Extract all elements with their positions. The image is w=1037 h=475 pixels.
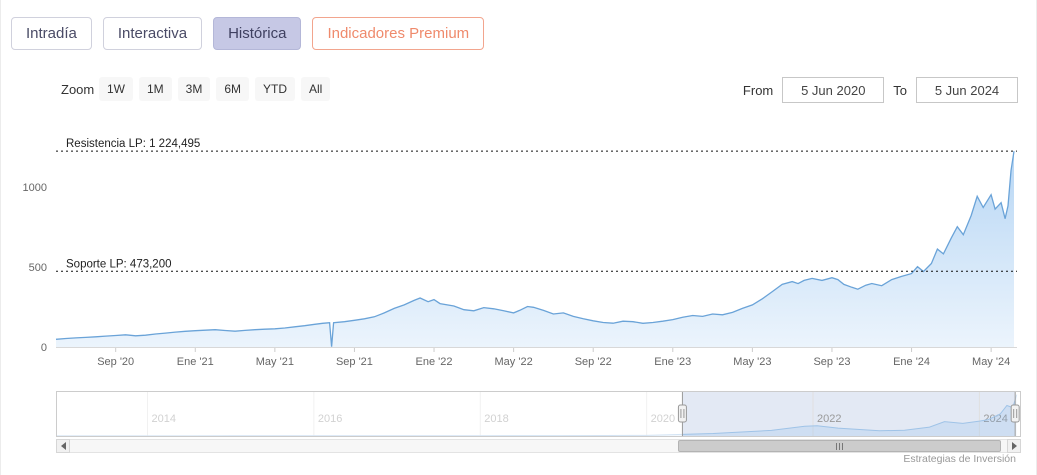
- tab-indicadores-premium[interactable]: Indicadores Premium: [312, 17, 485, 51]
- to-date-input[interactable]: [916, 77, 1018, 103]
- chart-credit-link[interactable]: Estrategias de Inversión: [903, 453, 1016, 465]
- zoom-button-1w[interactable]: 1W: [99, 77, 133, 101]
- price-line: [55, 151, 1015, 347]
- tab-historica[interactable]: Histórica: [213, 17, 302, 51]
- navigator-left-handle[interactable]: [677, 404, 687, 423]
- x-axis-label: May '22: [495, 356, 533, 368]
- y-axis-label: 1000: [23, 182, 47, 194]
- scroll-left-button[interactable]: [56, 439, 70, 453]
- navigator-mini-chart[interactable]: 201420162018202020222024: [1, 391, 1037, 438]
- navigator-year-label: 2024: [983, 413, 1007, 425]
- x-axis-label: May '21: [256, 356, 294, 368]
- x-axis-label: May '23: [733, 356, 771, 368]
- zoom-button-all[interactable]: All: [301, 77, 331, 101]
- left-arrow-icon: [60, 442, 66, 450]
- resistencia-label: Resistencia LP: 1 224,495: [66, 138, 200, 150]
- right-arrow-icon: [1011, 442, 1017, 450]
- price-area: [56, 151, 1014, 347]
- grip-line: [839, 442, 840, 450]
- navigator-mask-left: [56, 392, 683, 436]
- tab-interactiva[interactable]: Interactiva: [102, 17, 203, 51]
- grip-line: [842, 442, 843, 450]
- price-area-chart: Sep '20 Ene '21 May '21 Sep '21 Ene '22 May '…: [23, 138, 1017, 368]
- x-axis-label: Ene '21: [177, 356, 214, 368]
- grip-line: [836, 442, 837, 450]
- y-axis-label: 0: [41, 342, 47, 354]
- chart-tabs: Intradía Interactiva Histórica Indicador…: [11, 17, 485, 51]
- zoom-button-3m[interactable]: 3M: [177, 77, 211, 101]
- range-selector: Zoom 1W 1M 3M 6M YTD All From To: [1, 76, 1036, 103]
- chart-scrollbar[interactable]: [56, 439, 1021, 453]
- scroll-right-button[interactable]: [1007, 439, 1021, 453]
- x-axis-label: Ene '24: [893, 356, 930, 368]
- x-axis-label: Ene '22: [416, 356, 453, 368]
- navigator-outline: [56, 391, 1021, 437]
- zoom-buttons: 1W 1M 3M 6M YTD All: [99, 77, 331, 101]
- scrollbar-track[interactable]: [70, 439, 1007, 453]
- navigator-area: [56, 394, 1017, 436]
- navigator-right-handle[interactable]: [1010, 404, 1020, 423]
- x-axis-label: Sep '21: [336, 356, 373, 368]
- navigator-year-label: 2022: [817, 413, 841, 425]
- y-axis-label: 500: [29, 262, 47, 274]
- x-axis-label: Ene '23: [654, 356, 691, 368]
- zoom-button-6m[interactable]: 6M: [216, 77, 250, 101]
- from-label: From: [742, 82, 774, 98]
- x-axis-label: Sep '23: [813, 356, 850, 368]
- x-axis-label: Sep '20: [97, 356, 134, 368]
- zoom-label: Zoom: [61, 82, 95, 97]
- tab-intradia[interactable]: Intradía: [11, 17, 92, 51]
- x-axis-label: May '24: [972, 356, 1010, 368]
- scrollbar-thumb[interactable]: [678, 440, 1001, 452]
- to-label: To: [893, 82, 907, 98]
- zoom-button-1m[interactable]: 1M: [139, 77, 172, 101]
- date-range: From To: [743, 77, 1018, 103]
- zoom-button-ytd[interactable]: YTD: [255, 77, 296, 101]
- from-date-input[interactable]: [782, 77, 885, 103]
- soporte-label: Soporte LP: 473,200: [66, 258, 172, 270]
- x-axis-label: Sep '22: [575, 356, 612, 368]
